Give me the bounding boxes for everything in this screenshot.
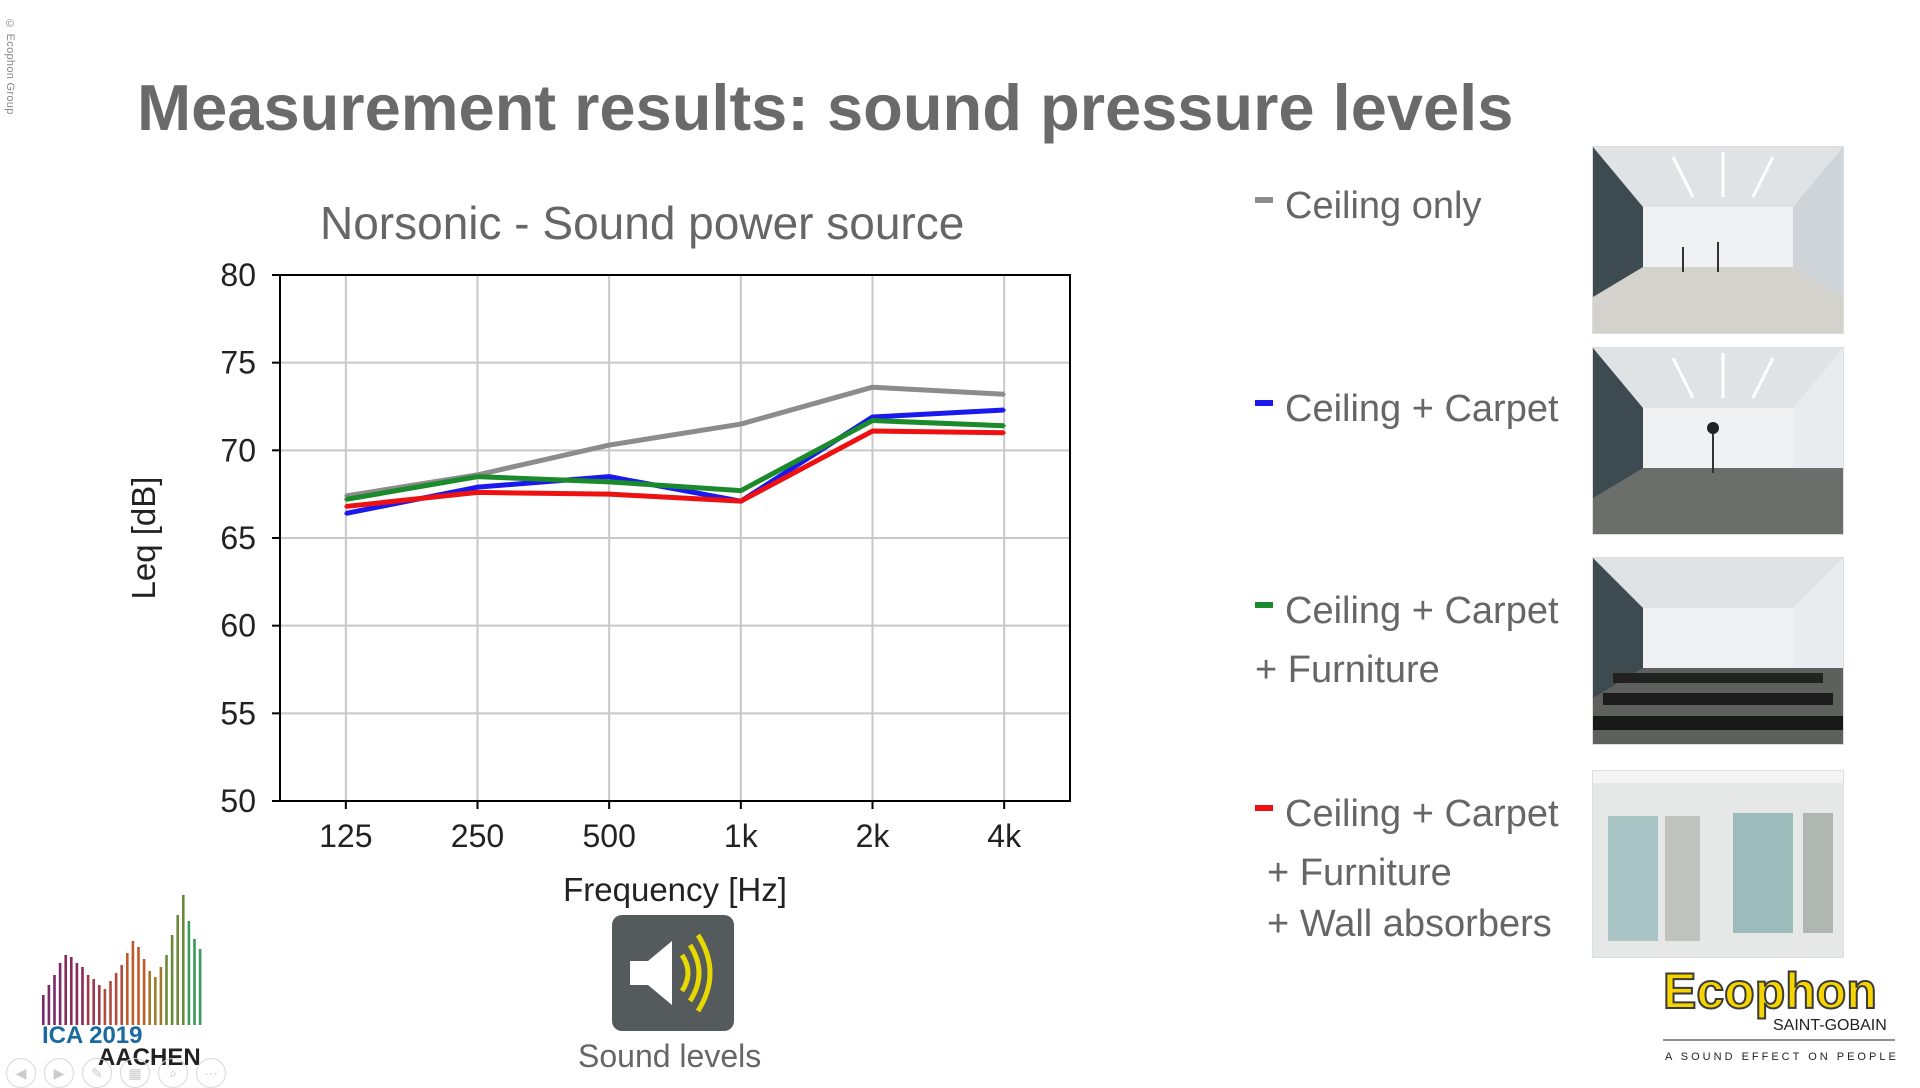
legend-swatch: [1255, 399, 1273, 406]
x-axis-label: Frequency [Hz]: [563, 871, 787, 908]
x-axis-ticks: 125 250 500 1k 2k 4k: [319, 801, 1022, 854]
svg-text:A SOUND EFFECT ON PEOPLE: A SOUND EFFECT ON PEOPLE: [1665, 1051, 1899, 1063]
x-tick-label: 4k: [987, 818, 1022, 854]
x-tick-label: 1k: [724, 818, 759, 854]
x-tick-label: 500: [582, 818, 635, 854]
svg-text:SAINT-GOBAIN: SAINT-GOBAIN: [1773, 1017, 1887, 1034]
series-4-point: [476, 490, 479, 494]
series-3-point: [871, 419, 874, 423]
series-2-point: [344, 511, 348, 515]
legend-swatch: [1255, 804, 1273, 811]
legend-swatch: [1255, 601, 1273, 608]
series-2-point: [607, 475, 611, 479]
series-1-point: [871, 385, 874, 389]
pen-icon[interactable]: ✎: [82, 1058, 112, 1088]
legend-item-wall-absorbers: Ceiling + Carpet + Furniture + Wall abso…: [1255, 793, 1559, 946]
slide-navigation: ◀ ▶ ✎ ▦ ⌕ ⋯: [6, 1058, 226, 1088]
series-line-1: [345, 384, 1005, 499]
line-chart: 50 55 60 65 70 75 80 125 250 500 1k 2k 4k Frequency…: [125, 257, 1071, 908]
slide-title: Measurement results: sound pressure leve…: [137, 71, 1514, 144]
series-3-point: [344, 497, 348, 501]
series-2-point: [871, 415, 874, 419]
series-line-3: [345, 418, 1005, 502]
legend-swatch: [1255, 196, 1273, 203]
series-3-point: [607, 480, 611, 484]
series-3-point: [739, 489, 743, 493]
y-tick-label: 75: [220, 345, 256, 381]
chart-grid: [280, 274, 1070, 802]
series-4-point: [1002, 431, 1006, 435]
legend-item-ceiling-carpet: Ceiling + Carpet: [1255, 388, 1559, 431]
y-tick-label: 80: [220, 257, 256, 293]
series-2-point: [1002, 408, 1006, 412]
chart-title: Norsonic - Sound power source: [320, 197, 965, 249]
speaker-icon: [630, 933, 713, 1013]
chart-series: [344, 384, 1006, 516]
series-line-2: [345, 407, 1005, 516]
y-tick-label: 55: [220, 695, 256, 731]
legend-item-ceiling-only: Ceiling only: [1255, 185, 1481, 228]
previous-slide-icon[interactable]: ◀: [6, 1058, 36, 1088]
y-tick-label: 50: [220, 783, 256, 819]
series-1-point: [607, 443, 611, 447]
x-tick-label: 2k: [856, 818, 891, 854]
y-tick-label: 60: [220, 608, 256, 644]
series-4-point: [607, 492, 611, 496]
ica-2019-logo: ICA 2019 AACHEN: [42, 895, 202, 1065]
svg-text:ICA 2019: ICA 2019: [42, 1022, 143, 1049]
zoom-icon[interactable]: ⌕: [158, 1058, 188, 1088]
series-2-point: [476, 485, 479, 489]
slides-grid-icon[interactable]: ▦: [120, 1058, 150, 1088]
y-tick-label: 70: [220, 432, 256, 468]
svg-text:Ecophon: Ecophon: [1663, 963, 1877, 1019]
photo-ceiling-only: [1592, 146, 1844, 334]
sound-levels-label: Sound levels: [578, 1038, 762, 1074]
series-line-4: [345, 428, 1005, 509]
photo-ceiling-carpet: [1592, 347, 1844, 535]
copyright-text: © Ecophon Group: [4, 18, 16, 115]
sound-levels-button[interactable]: [612, 915, 734, 1031]
y-tick-label: 65: [220, 520, 256, 556]
more-icon[interactable]: ⋯: [196, 1058, 226, 1088]
series-4-point: [344, 504, 348, 508]
y-axis-label: Leq [dB]: [125, 477, 162, 600]
ecophon-logo: Ecophon SAINT-GOBAIN A SOUND EFFECT ON P…: [1662, 962, 1899, 1063]
photo-wall-absorbers: [1592, 770, 1844, 958]
next-slide-icon[interactable]: ▶: [44, 1058, 74, 1088]
photo-ceiling-carpet-furniture: [1592, 557, 1844, 745]
series-4-point: [871, 429, 874, 433]
plot-frame: [279, 274, 1071, 802]
series-3-point: [1002, 424, 1006, 428]
legend-item-ceiling-carpet-furniture: Ceiling + Carpet + Furniture: [1255, 590, 1559, 691]
x-tick-label: 125: [319, 818, 372, 854]
x-tick-label: 250: [451, 818, 504, 854]
series-1-point: [1002, 392, 1006, 396]
series-1-point: [344, 494, 348, 498]
y-axis-ticks: 50 55 60 65 70 75 80: [220, 257, 280, 819]
series-1-point: [739, 422, 743, 426]
series-4-point: [739, 499, 743, 503]
series-3-point: [476, 475, 479, 479]
